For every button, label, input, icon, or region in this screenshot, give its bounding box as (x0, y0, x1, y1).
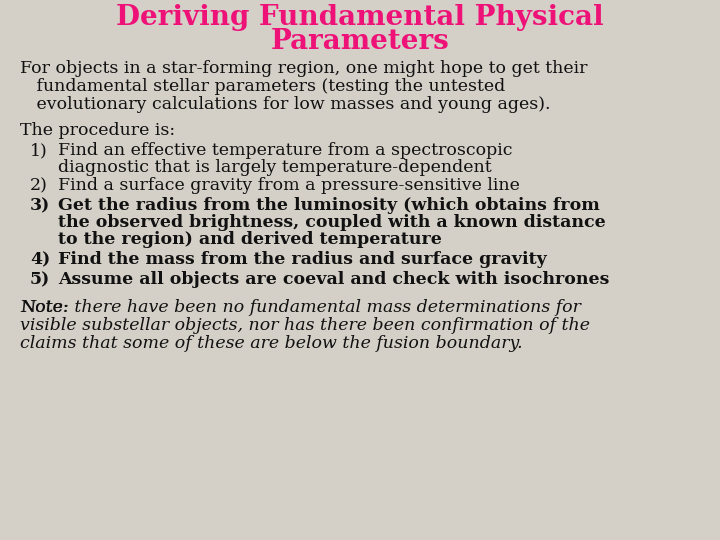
Text: 2): 2) (30, 177, 48, 194)
Text: Assume all objects are coeval and check with isochrones: Assume all objects are coeval and check … (58, 271, 609, 288)
Text: Find an effective temperature from a spectroscopic: Find an effective temperature from a spe… (58, 142, 513, 159)
Text: For objects in a star-forming region, one might hope to get their: For objects in a star-forming region, on… (20, 60, 588, 77)
Text: claims that some of these are below the fusion boundary.: claims that some of these are below the … (20, 335, 523, 352)
Text: diagnostic that is largely temperature-dependent: diagnostic that is largely temperature-d… (58, 159, 492, 176)
Text: Deriving Fundamental Physical: Deriving Fundamental Physical (116, 4, 604, 31)
Text: to the region) and derived temperature: to the region) and derived temperature (58, 231, 442, 248)
Text: Note:: Note: (20, 299, 68, 316)
Text: Find the mass from the radius and surface gravity: Find the mass from the radius and surfac… (58, 251, 546, 268)
Text: Find a surface gravity from a pressure-sensitive line: Find a surface gravity from a pressure-s… (58, 177, 520, 194)
Text: the observed brightness, coupled with a known distance: the observed brightness, coupled with a … (58, 214, 606, 231)
Text: 3): 3) (30, 197, 50, 214)
Text: Note: there have been no fundamental mass determinations for: Note: there have been no fundamental mas… (20, 299, 581, 316)
Text: visible substellar objects, nor has there been confirmation of the: visible substellar objects, nor has ther… (20, 317, 590, 334)
Text: 5): 5) (30, 271, 50, 288)
Text: Get the radius from the luminosity (which obtains from: Get the radius from the luminosity (whic… (58, 197, 600, 214)
Text: evolutionary calculations for low masses and young ages).: evolutionary calculations for low masses… (20, 96, 551, 113)
Text: 4): 4) (30, 251, 50, 268)
Text: fundamental stellar parameters (testing the untested: fundamental stellar parameters (testing … (20, 78, 505, 95)
Text: Parameters: Parameters (271, 28, 449, 55)
Text: 1): 1) (30, 142, 48, 159)
Text: The procedure is:: The procedure is: (20, 122, 175, 139)
